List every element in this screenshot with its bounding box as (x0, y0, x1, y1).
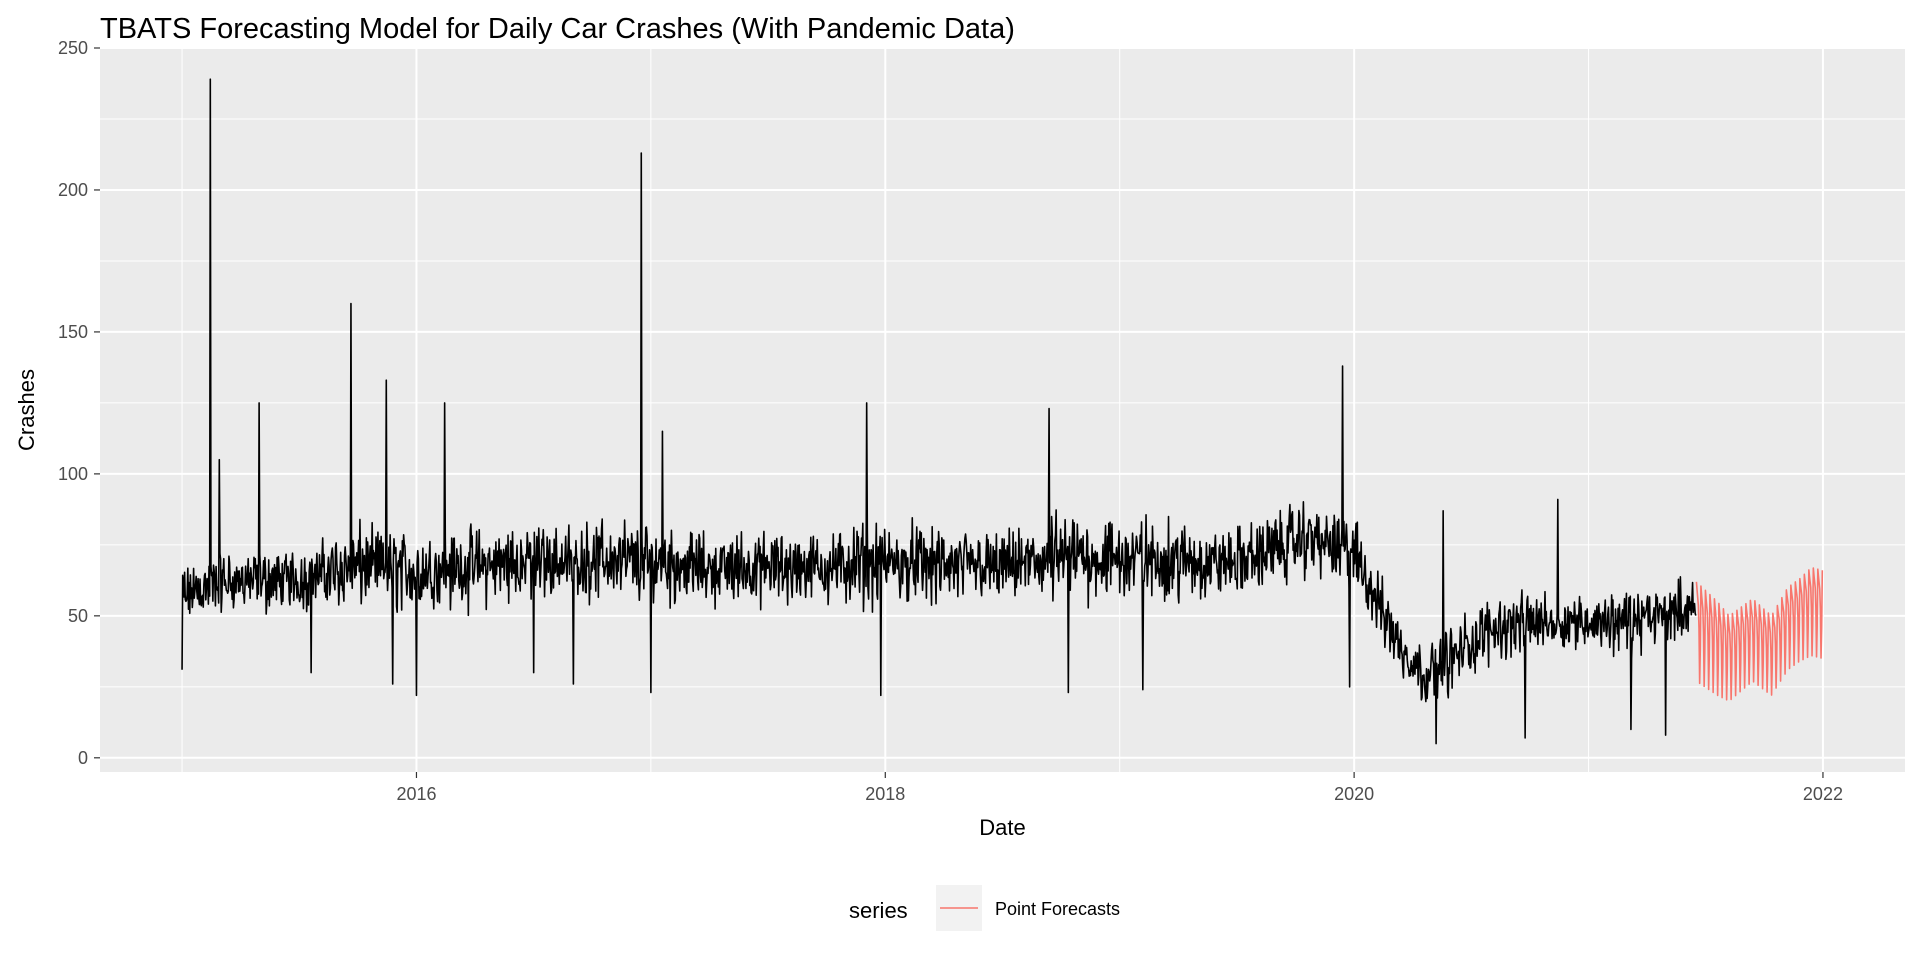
y-tick-label: 150 (58, 322, 88, 342)
observed-line (181, 78, 1697, 745)
forecast-line (1695, 567, 1824, 701)
y-tick-label: 100 (58, 464, 88, 484)
legend-title: series (849, 898, 908, 923)
y-tick-label: 50 (68, 606, 88, 626)
legend: series Point Forecasts (849, 885, 1120, 931)
plot-panel (100, 48, 1905, 772)
legend-label-point-forecasts: Point Forecasts (995, 899, 1120, 919)
x-axis-title: Date (979, 815, 1025, 840)
y-tick-label: 0 (78, 748, 88, 768)
y-axis-title: Crashes (14, 369, 39, 451)
y-tick-label: 250 (58, 38, 88, 58)
x-tick-label: 2020 (1334, 784, 1374, 804)
observed-series (181, 78, 1697, 745)
forecast-series (1695, 567, 1824, 701)
major-gridlines (100, 47, 1905, 772)
x-tick-label: 2022 (1803, 784, 1843, 804)
x-tick-label: 2016 (396, 784, 436, 804)
axis-ticks: 2016 2018 2020 2022 0 50 100 150 200 250 (58, 38, 1843, 804)
chart-title: TBATS Forecasting Model for Daily Car Cr… (100, 13, 1015, 45)
y-tick-label: 200 (58, 180, 88, 200)
x-tick-label: 2018 (865, 784, 905, 804)
